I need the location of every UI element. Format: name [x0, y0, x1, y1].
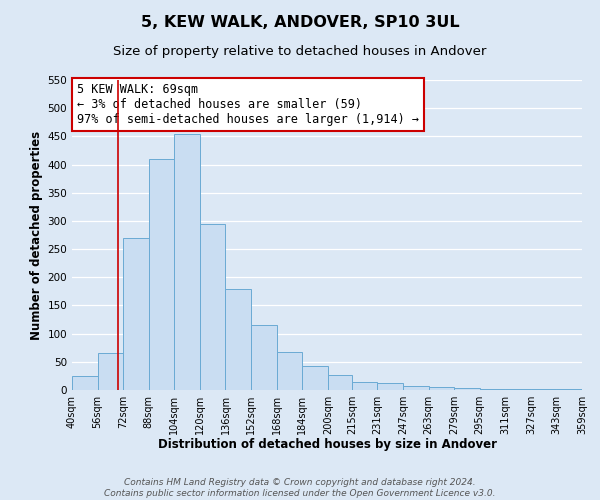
Bar: [479, 389, 505, 390]
Bar: [352, 382, 377, 390]
Text: 5 KEW WALK: 69sqm
← 3% of detached houses are smaller (59)
97% of semi-detached : 5 KEW WALK: 69sqm ← 3% of detached house…: [77, 83, 419, 126]
Bar: [556, 389, 582, 390]
Bar: [277, 352, 302, 390]
Bar: [377, 383, 403, 390]
Bar: [428, 387, 454, 390]
X-axis label: Distribution of detached houses by size in Andover: Distribution of detached houses by size …: [157, 438, 497, 452]
Bar: [403, 386, 428, 390]
Bar: [328, 375, 352, 390]
Bar: [98, 354, 123, 390]
Text: 5, KEW WALK, ANDOVER, SP10 3UL: 5, KEW WALK, ANDOVER, SP10 3UL: [140, 15, 460, 30]
Bar: [505, 389, 531, 390]
Bar: [251, 325, 277, 390]
Bar: [226, 288, 251, 390]
Bar: [175, 134, 200, 390]
Text: Size of property relative to detached houses in Andover: Size of property relative to detached ho…: [113, 45, 487, 58]
Bar: [149, 159, 175, 390]
Bar: [72, 376, 98, 390]
Text: Contains HM Land Registry data © Crown copyright and database right 2024.
Contai: Contains HM Land Registry data © Crown c…: [104, 478, 496, 498]
Bar: [302, 366, 328, 390]
Y-axis label: Number of detached properties: Number of detached properties: [30, 130, 43, 340]
Bar: [200, 224, 226, 390]
Bar: [454, 388, 479, 390]
Bar: [123, 238, 149, 390]
